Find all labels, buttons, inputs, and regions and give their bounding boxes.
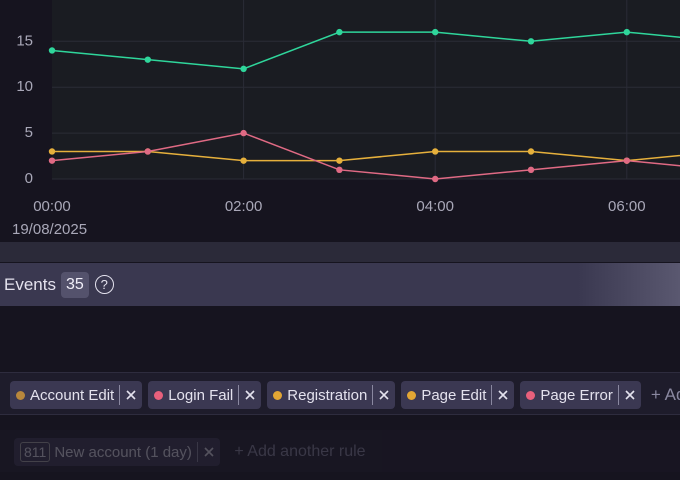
data-point bbox=[336, 157, 343, 164]
help-icon[interactable]: ? bbox=[94, 275, 114, 294]
event-tag[interactable]: Registration bbox=[267, 381, 396, 409]
event-tag[interactable]: Page Edit bbox=[401, 381, 515, 409]
rule-tag[interactable]: 811 New account (1 day) bbox=[14, 438, 220, 466]
remove-icon[interactable] bbox=[198, 438, 220, 466]
data-point bbox=[527, 38, 535, 45]
tag-dot bbox=[526, 390, 536, 400]
remove-icon[interactable] bbox=[373, 381, 395, 409]
y-tick-label: 15 bbox=[16, 32, 33, 49]
data-point bbox=[623, 157, 630, 164]
separator bbox=[372, 385, 374, 405]
remove-glyph bbox=[625, 390, 635, 400]
data-point bbox=[623, 28, 630, 36]
event-tags: Account Edit Login Fail Registration Page E… bbox=[0, 372, 680, 415]
remove-glyph bbox=[379, 390, 389, 400]
separator bbox=[617, 385, 619, 405]
separator bbox=[491, 385, 493, 405]
remove-icon[interactable] bbox=[619, 381, 641, 409]
x-tick-label: 02:00 bbox=[225, 198, 263, 215]
tag-label: Registration bbox=[287, 386, 368, 404]
data-point bbox=[48, 47, 56, 54]
separator bbox=[119, 385, 121, 405]
remove-icon[interactable] bbox=[239, 381, 261, 409]
events-title: Events bbox=[4, 274, 56, 294]
rules-row: 811 New account (1 day) + Add another ru… bbox=[0, 430, 680, 472]
series-line bbox=[51, 132, 680, 180]
data-point bbox=[527, 166, 535, 174]
y-tick-label: 10 bbox=[16, 78, 33, 95]
tag-label: Page Error bbox=[540, 386, 613, 404]
data-point bbox=[527, 148, 535, 155]
data-point bbox=[48, 148, 56, 155]
add-event[interactable]: + Add a bbox=[650, 385, 680, 404]
x-tick-label: 04:00 bbox=[416, 198, 454, 215]
data-point bbox=[432, 175, 439, 183]
tag-dot bbox=[273, 390, 283, 400]
y-tick-label: 0 bbox=[25, 170, 33, 187]
tag-dot bbox=[16, 390, 25, 400]
add-rule[interactable]: + Add another rule bbox=[234, 443, 366, 460]
tag-label: Page Edit bbox=[421, 386, 487, 404]
x-tick-label: 06:00 bbox=[608, 198, 646, 215]
date-label: 19/08/2025 bbox=[12, 221, 87, 238]
data-point bbox=[336, 28, 343, 36]
separator bbox=[196, 442, 198, 462]
data-point bbox=[240, 129, 247, 137]
remove-icon[interactable] bbox=[492, 381, 514, 409]
events-count: 35 bbox=[60, 271, 89, 298]
rule-id: 811 bbox=[20, 442, 51, 462]
data-point bbox=[336, 166, 343, 174]
data-point bbox=[144, 148, 151, 155]
x-tick-label: 00:00 bbox=[33, 198, 71, 215]
data-point bbox=[432, 148, 439, 155]
tag-label: Login Fail bbox=[168, 386, 234, 404]
remove-glyph bbox=[126, 390, 136, 400]
tag-dot bbox=[407, 390, 417, 400]
remove-glyph bbox=[245, 390, 255, 400]
divider bbox=[0, 242, 680, 262]
data-point bbox=[48, 157, 56, 164]
y-tick-label: 5 bbox=[25, 124, 33, 141]
data-point bbox=[240, 65, 247, 73]
event-tag[interactable]: Login Fail bbox=[148, 381, 262, 409]
rule-label: New account (1 day) bbox=[54, 443, 192, 461]
tag-dot bbox=[154, 390, 164, 400]
data-point bbox=[240, 157, 247, 164]
event-tag[interactable]: Page Error bbox=[520, 381, 641, 409]
remove-icon[interactable] bbox=[120, 381, 142, 409]
remove-glyph bbox=[498, 390, 508, 400]
tag-label: Account Edit bbox=[30, 386, 115, 404]
event-tag[interactable]: Account Edit bbox=[10, 381, 143, 409]
data-point bbox=[144, 56, 151, 63]
events-panel: Events 35 ? bbox=[0, 263, 680, 306]
separator bbox=[238, 385, 240, 405]
series-line bbox=[52, 150, 680, 162]
series-line bbox=[51, 31, 680, 70]
chart: 19/08/2025 0 5 10 15 00:00 02:00 04:00 06:00 bbox=[12, 0, 680, 238]
data-point bbox=[432, 28, 439, 36]
